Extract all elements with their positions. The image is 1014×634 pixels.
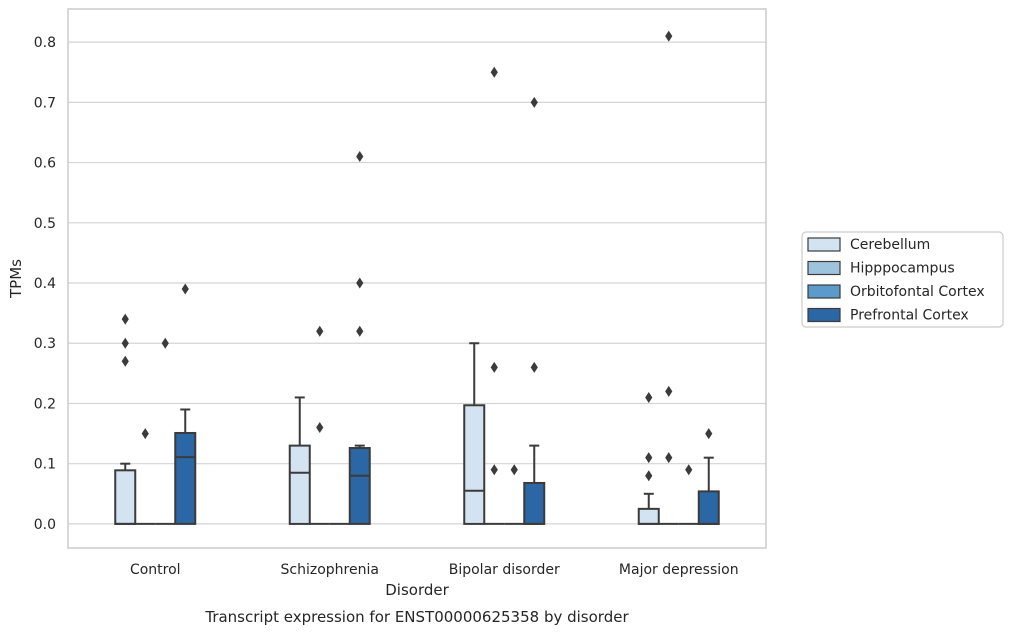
box-body xyxy=(523,481,546,525)
box xyxy=(288,396,311,525)
x-axis-label: Disorder xyxy=(385,581,449,599)
outlier-point xyxy=(645,470,653,482)
legend-label: Hipppocampus xyxy=(850,261,955,277)
box xyxy=(637,391,660,525)
legend-label: Cerebellum xyxy=(850,237,930,253)
outlier-point xyxy=(705,428,713,440)
y-tick-label: 0.5 xyxy=(34,216,56,232)
box-body xyxy=(697,490,720,525)
x-tick-label: Bipolar disorder xyxy=(449,562,560,578)
outlier-point xyxy=(181,283,189,295)
y-tick-label: 0.0 xyxy=(34,517,56,533)
outlier-point xyxy=(161,337,169,349)
box xyxy=(523,96,546,525)
series-cerebellum xyxy=(114,313,660,525)
y-tick-label: 0.7 xyxy=(34,95,56,111)
outlier-point xyxy=(510,464,518,476)
outlier-point xyxy=(665,30,673,42)
y-tick-label: 0.1 xyxy=(34,457,56,473)
legend-label: Prefrontal Cortex xyxy=(850,308,969,324)
series-hipppocampus xyxy=(135,30,679,525)
outlier-point xyxy=(645,391,653,403)
chart-caption: Transcript expression for ENST0000062535… xyxy=(204,608,629,626)
outlier-point xyxy=(121,337,129,349)
outlier-point xyxy=(356,325,364,337)
box xyxy=(658,30,679,525)
box xyxy=(114,313,137,525)
box xyxy=(155,337,176,525)
x-tick-label: Control xyxy=(130,562,181,578)
box-body xyxy=(637,507,660,525)
x-tick-labels: Control Schizophrenia Bipolar disorder Majo… xyxy=(130,562,739,578)
outlier-point xyxy=(141,428,149,440)
outlier-point xyxy=(356,277,364,289)
outlier-point xyxy=(490,361,498,373)
legend-label: Orbitofontal Cortex xyxy=(850,284,985,300)
y-axis-label: TPMs xyxy=(7,259,25,299)
box xyxy=(348,151,371,525)
box xyxy=(463,342,486,525)
legend-swatch xyxy=(807,284,841,299)
box xyxy=(135,428,156,525)
box-body xyxy=(114,469,137,525)
gridlines xyxy=(68,41,766,525)
legend-frame xyxy=(801,231,1004,328)
box-body xyxy=(288,444,311,525)
box-series xyxy=(114,30,720,525)
box xyxy=(309,325,330,525)
x-tick-label: Major depression xyxy=(619,562,739,578)
legend: Cerebellum Hipppocampus Orbitofontal Corte… xyxy=(801,231,1004,328)
outlier-point xyxy=(665,452,673,464)
outlier-point xyxy=(121,313,129,325)
box xyxy=(678,464,699,525)
plot-frame xyxy=(67,8,767,549)
outlier-point xyxy=(665,385,673,397)
outlier-point xyxy=(316,422,324,434)
box xyxy=(174,283,197,525)
y-tick-label: 0.2 xyxy=(34,396,56,412)
box-body xyxy=(174,431,197,525)
y-tick-label: 0.6 xyxy=(34,156,56,172)
legend-swatch xyxy=(807,237,841,252)
y-tick-label: 0.8 xyxy=(34,35,56,51)
legend-swatch xyxy=(807,260,841,276)
y-tick-labels: 0.0 0.1 0.2 0.3 0.4 0.5 0.6 0.7 0.8 xyxy=(34,35,56,533)
outlier-point xyxy=(356,151,364,163)
series-prefrontal-cortex xyxy=(174,96,720,525)
outlier-point xyxy=(490,66,498,78)
box xyxy=(484,66,505,525)
series-orbitofontal-cortex xyxy=(155,337,699,525)
outlier-point xyxy=(645,452,653,464)
y-tick-label: 0.3 xyxy=(34,336,56,352)
outlier-point xyxy=(685,464,693,476)
x-tick-label: Schizophrenia xyxy=(281,562,379,578)
outlier-point xyxy=(530,96,538,108)
box-body xyxy=(348,447,371,525)
outlier-point xyxy=(316,325,324,337)
box-body xyxy=(463,404,486,525)
outlier-point xyxy=(490,464,498,476)
box xyxy=(504,464,525,525)
legend-swatch xyxy=(807,307,841,323)
outlier-point xyxy=(530,361,538,373)
y-tick-label: 0.4 xyxy=(34,276,56,292)
box xyxy=(697,428,720,525)
outlier-point xyxy=(121,355,129,367)
